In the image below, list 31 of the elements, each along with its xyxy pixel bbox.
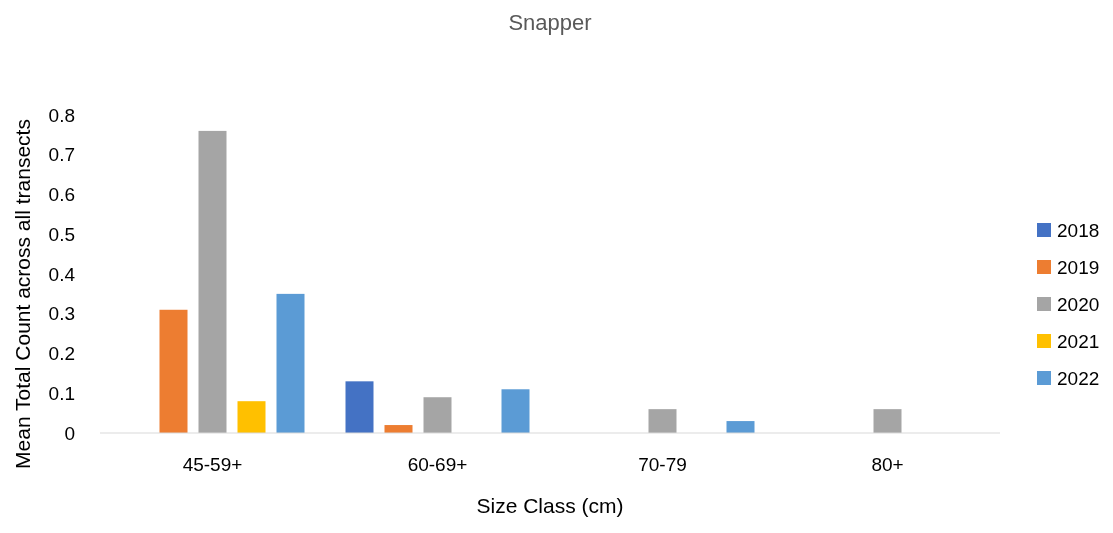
x-tick-label: 45-59+: [182, 454, 243, 475]
bar: [159, 309, 188, 433]
legend-label: 2021: [1057, 330, 1100, 352]
x-tick-label: 80+: [871, 454, 904, 475]
y-tick-label: 0.8: [48, 104, 75, 126]
bar: [345, 381, 374, 433]
y-tick-label: 0.7: [48, 144, 75, 166]
legend-label: 2018: [1057, 219, 1100, 241]
x-tick-label: 70-79: [638, 454, 687, 475]
y-tick-label: 0: [64, 422, 75, 444]
legend-label: 2020: [1057, 293, 1100, 315]
bar: [276, 293, 305, 433]
bar: [423, 397, 452, 433]
y-tick-label: 0.6: [48, 184, 75, 206]
bar: [501, 389, 530, 433]
bar: [198, 130, 227, 433]
y-tick-label: 0.1: [48, 382, 75, 404]
legend-label: 2019: [1057, 256, 1100, 278]
bar: [873, 409, 902, 433]
chart-title: Snapper: [508, 10, 592, 35]
x-tick-label: 60-69+: [407, 454, 468, 475]
bar: [237, 401, 266, 433]
x-axis-title: Size Class (cm): [476, 494, 624, 517]
bar: [648, 409, 677, 433]
y-tick-label: 0.3: [48, 303, 75, 325]
legend-label: 2022: [1057, 367, 1100, 389]
bar: [726, 421, 755, 433]
y-tick-label: 0.2: [48, 343, 75, 365]
y-tick-label: 0.5: [48, 223, 75, 245]
y-tick-label: 0.4: [48, 263, 76, 285]
y-axis-title: Mean Total Count across all transects: [11, 119, 34, 469]
